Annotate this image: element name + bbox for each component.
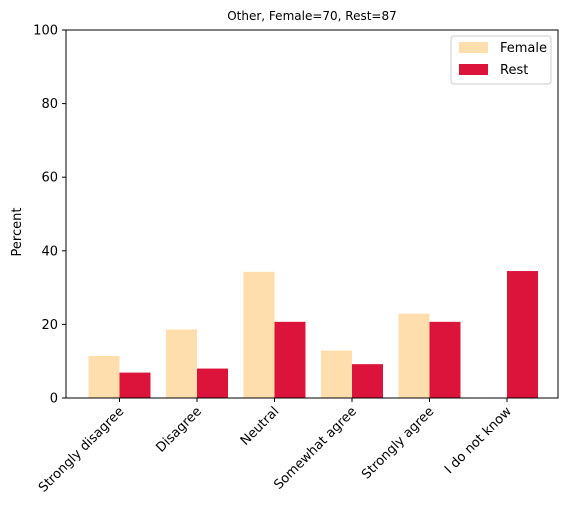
bar-rest-1 [197,368,228,398]
chart-title: Other, Female=70, Rest=87 [227,9,397,23]
legend-swatch-rest [459,64,488,75]
y-tick-label-2: 40 [41,244,58,259]
y-tick-label-0: 0 [50,392,58,407]
y-tick-label-4: 80 [41,97,58,112]
bar-rest-0 [119,372,151,398]
legend-label-female: Female [500,41,547,56]
bar-female-2 [243,271,275,398]
bar-female-3 [321,350,352,398]
bar-female-1 [166,329,197,398]
plot-frame [65,29,559,399]
bar-rest-2 [274,321,306,398]
bars-group [88,271,538,398]
y-tick-label-1: 20 [41,318,58,333]
x-axis-ticks: Strongly disagree Disagree NeutralSomewhat… [36,398,515,496]
y-tick-label-5: 100 [33,24,58,39]
x-tick-label-1: Disagree [153,404,204,455]
legend-swatch-female [459,42,488,53]
x-tick-label-2: Neutral [238,404,283,449]
x-tick-label-4: Strongly agree [359,404,437,482]
y-tick-label-3: 60 [41,171,58,186]
legend-label-rest: Rest [500,63,528,78]
bar-female-4 [398,313,430,398]
y-axis-ticks: 0 20 40 60 80 100 [33,24,66,407]
bar-rest-3 [352,364,383,398]
bar-female-0 [88,356,120,398]
bar-rest-4 [429,321,461,398]
legend: Female Rest [450,35,552,85]
x-tick-label-5: I do not know [442,404,515,477]
bar-rest-5 [507,271,538,398]
y-axis-label: Percent [10,208,25,257]
x-tick-label-0: Strongly disagree [36,404,127,495]
x-tick-label-3: Somewhat agree [271,404,360,493]
